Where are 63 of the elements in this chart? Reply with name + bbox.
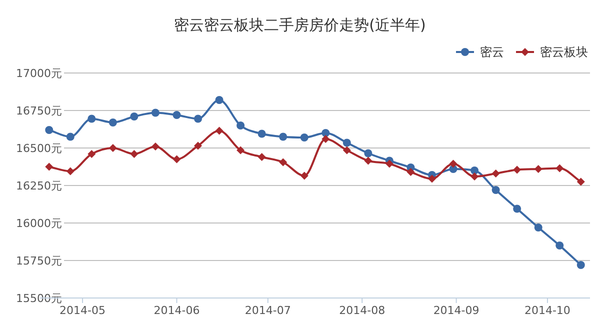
point xyxy=(576,261,585,269)
legend-label: 密云 xyxy=(480,45,504,59)
point xyxy=(279,158,288,166)
point xyxy=(556,242,564,250)
point xyxy=(88,150,96,158)
point xyxy=(194,114,202,123)
point xyxy=(342,146,351,154)
point xyxy=(385,160,394,168)
y-tick-label: 16250元 xyxy=(16,180,62,192)
point xyxy=(556,164,564,172)
point xyxy=(45,162,54,171)
point xyxy=(172,155,181,164)
point xyxy=(151,108,160,117)
x-tick-label: 2014-10 xyxy=(524,304,570,317)
point xyxy=(194,142,202,150)
point xyxy=(172,111,181,119)
point xyxy=(492,186,500,194)
y-tick-label: 16500元 xyxy=(16,142,62,155)
point xyxy=(534,224,542,232)
point xyxy=(45,126,54,134)
point xyxy=(342,138,351,147)
chart-title: 密云密云板块二手房房价走势(近半年) xyxy=(174,16,426,34)
point xyxy=(428,174,436,183)
x-tick-label: 2014-09 xyxy=(433,304,480,317)
x-tick-label: 2014-08 xyxy=(339,304,386,317)
point xyxy=(300,134,308,142)
point xyxy=(258,153,266,161)
x-tick-label: 2014-05 xyxy=(60,304,106,317)
point xyxy=(492,170,500,178)
point xyxy=(322,135,330,143)
point xyxy=(322,129,330,137)
point xyxy=(364,149,372,158)
point xyxy=(576,178,585,186)
point xyxy=(130,112,138,120)
point xyxy=(258,130,266,138)
point xyxy=(470,166,479,174)
y-tick-label: 17000元 xyxy=(16,67,62,80)
point xyxy=(66,132,74,141)
point xyxy=(236,122,245,130)
y-tick-label: 16750元 xyxy=(16,104,62,118)
point xyxy=(151,142,160,150)
x-tick-label: 2014-07 xyxy=(244,304,291,317)
point xyxy=(108,144,117,152)
point xyxy=(130,150,138,158)
point xyxy=(279,132,288,141)
point xyxy=(215,96,224,104)
point xyxy=(236,146,245,154)
point xyxy=(66,167,74,176)
point xyxy=(534,165,542,173)
point xyxy=(88,114,96,123)
y-tick-label: 16000元 xyxy=(16,217,62,230)
point xyxy=(449,160,458,168)
point xyxy=(406,168,415,176)
point xyxy=(215,126,224,135)
legend-label: 密云板块 xyxy=(540,45,588,59)
point xyxy=(108,118,117,126)
y-tick-label: 15750元 xyxy=(16,254,62,268)
x-tick-label: 2014-06 xyxy=(154,304,200,317)
point xyxy=(513,204,522,213)
point xyxy=(300,172,308,180)
point xyxy=(470,172,479,180)
point xyxy=(513,166,522,174)
point xyxy=(364,156,372,165)
